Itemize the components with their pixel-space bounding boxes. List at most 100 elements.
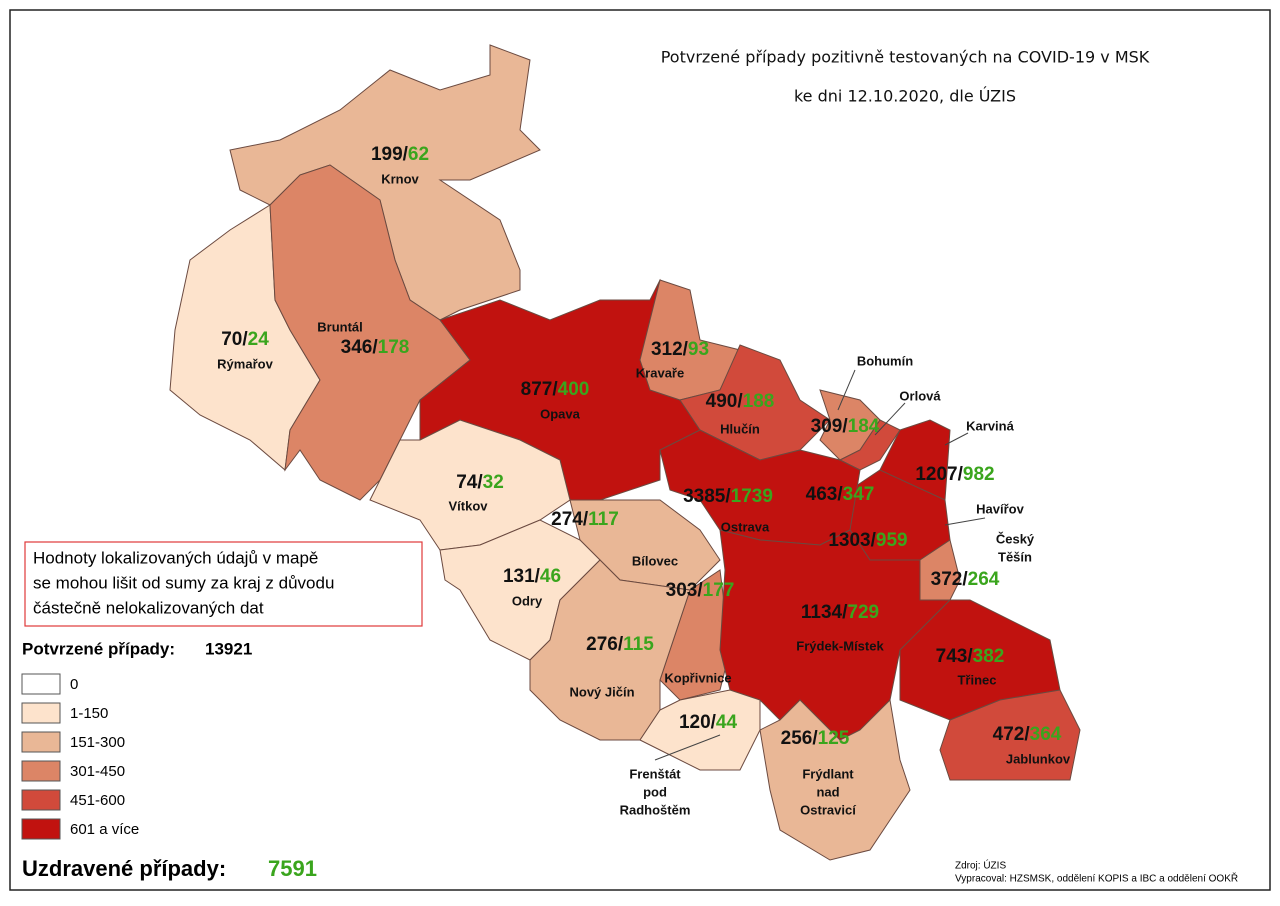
legend-label: 0	[70, 676, 78, 693]
region-value: 199/62	[371, 144, 429, 165]
confirmed: 199	[371, 144, 403, 165]
region-value: 472/364	[993, 724, 1062, 745]
confirmed: 274	[551, 509, 583, 530]
region-name: Radhoštěm	[620, 802, 691, 817]
confirmed: 372	[931, 569, 963, 590]
confirmed: 490	[706, 391, 738, 412]
recovered: 959	[876, 530, 908, 551]
legend-swatch	[21, 818, 61, 840]
recovered-label: Uzdravené případy:	[22, 856, 226, 881]
regions	[169, 44, 1081, 861]
confirmed: 303	[666, 580, 698, 601]
recovered: 729	[847, 602, 879, 623]
leader	[654, 734, 721, 761]
recovered: 177	[703, 580, 735, 601]
region-name: Opava	[540, 406, 581, 421]
region-name: Rýmařov	[217, 356, 273, 371]
region-name: Ostravicí	[800, 802, 856, 817]
region-value: 274/117	[551, 509, 619, 530]
separator: /	[842, 416, 848, 437]
confirmed: 3385	[683, 486, 726, 507]
recovered: 117	[588, 509, 619, 530]
legend-swatch	[21, 673, 61, 695]
confirmed: 256	[781, 728, 813, 749]
separator: /	[683, 339, 689, 360]
separator: /	[403, 144, 409, 165]
region-name: Frenštát	[629, 766, 681, 781]
note: Hodnoty lokalizovaných údajů v mapě	[33, 548, 318, 567]
confirmed: 74	[456, 472, 478, 493]
legend-swatch	[21, 702, 61, 724]
legend-title: Potvrzené případy:	[22, 639, 175, 658]
recovered: 184	[848, 416, 880, 437]
source: Zdroj: ÚZIS	[955, 859, 1006, 872]
title: ke dni 12.10.2020, dle ÚZIS	[794, 87, 1016, 106]
labels: 199/62Krnov70/24Rýmařov346/178Bruntál877…	[217, 144, 1071, 817]
region-value: 1207/982	[915, 464, 994, 485]
legend-swatch	[21, 760, 61, 782]
legend-label: 301-450	[70, 763, 125, 780]
region-name: Kopřivnice	[664, 670, 731, 685]
recovered: 24	[248, 329, 270, 350]
leader	[874, 402, 906, 436]
region-value: 463/347	[806, 484, 875, 505]
region	[939, 689, 1081, 781]
separator: /	[967, 646, 973, 667]
note: se mohou lišit od sumy za kraj z důvodu	[33, 573, 334, 592]
region-name: Bohumín	[857, 353, 913, 368]
separator: /	[372, 337, 378, 358]
recovered: 125	[818, 728, 850, 749]
region-name: Bílovec	[632, 553, 678, 568]
separator: /	[962, 569, 968, 590]
source: Vypracoval: HZSMSK, oddělení KOPIS a IBC…	[955, 872, 1238, 885]
legend-label: 601 a více	[70, 821, 139, 838]
recovered: 93	[688, 339, 709, 360]
separator: /	[737, 391, 743, 412]
confirmed: 276	[586, 634, 618, 655]
region-name: Frýdlant	[802, 766, 854, 781]
region-value: 1303/959	[828, 530, 907, 551]
separator: /	[842, 602, 848, 623]
region-name: pod	[643, 784, 667, 799]
region	[269, 164, 471, 501]
region-name: Těšín	[998, 549, 1032, 564]
separator: /	[242, 329, 248, 350]
region-name: Nový Jičín	[569, 684, 634, 699]
separator: /	[1024, 724, 1030, 745]
note: částečně nelokalizovaných dat	[33, 598, 264, 617]
confirmed: 877	[521, 379, 553, 400]
separator: /	[535, 566, 541, 587]
recovered: 62	[408, 144, 429, 165]
recovered: 46	[540, 566, 561, 587]
recovered: 400	[558, 379, 590, 400]
region-value: 70/24	[221, 329, 269, 350]
region	[639, 689, 761, 771]
recovered: 1739	[731, 486, 773, 507]
region-value: 3385/1739	[683, 486, 773, 507]
region-value: 309/184	[811, 416, 880, 437]
recovered-total: 7591	[268, 856, 317, 881]
separator: /	[552, 379, 558, 400]
separator: /	[477, 472, 483, 493]
legend-label: 1-150	[70, 705, 108, 722]
region-value: 877/400	[521, 379, 590, 400]
legend-total: 13921	[205, 639, 252, 658]
region-value: 120/44	[679, 712, 738, 733]
separator: /	[725, 486, 731, 507]
region-value: 74/32	[456, 472, 504, 493]
confirmed: 1303	[828, 530, 870, 551]
confirmed: 463	[806, 484, 838, 505]
region-name: Krnov	[381, 171, 419, 186]
confirmed: 472	[993, 724, 1025, 745]
region-value: 1134/729	[801, 602, 879, 623]
separator: /	[697, 580, 703, 601]
region-name: Bruntál	[317, 319, 363, 334]
confirmed: 1207	[915, 464, 957, 485]
region-name: Ostrava	[721, 519, 770, 534]
region-value: 131/46	[503, 566, 561, 587]
confirmed: 312	[651, 339, 683, 360]
region-name: Karviná	[966, 418, 1014, 433]
region-name: Jablunkov	[1006, 751, 1071, 766]
